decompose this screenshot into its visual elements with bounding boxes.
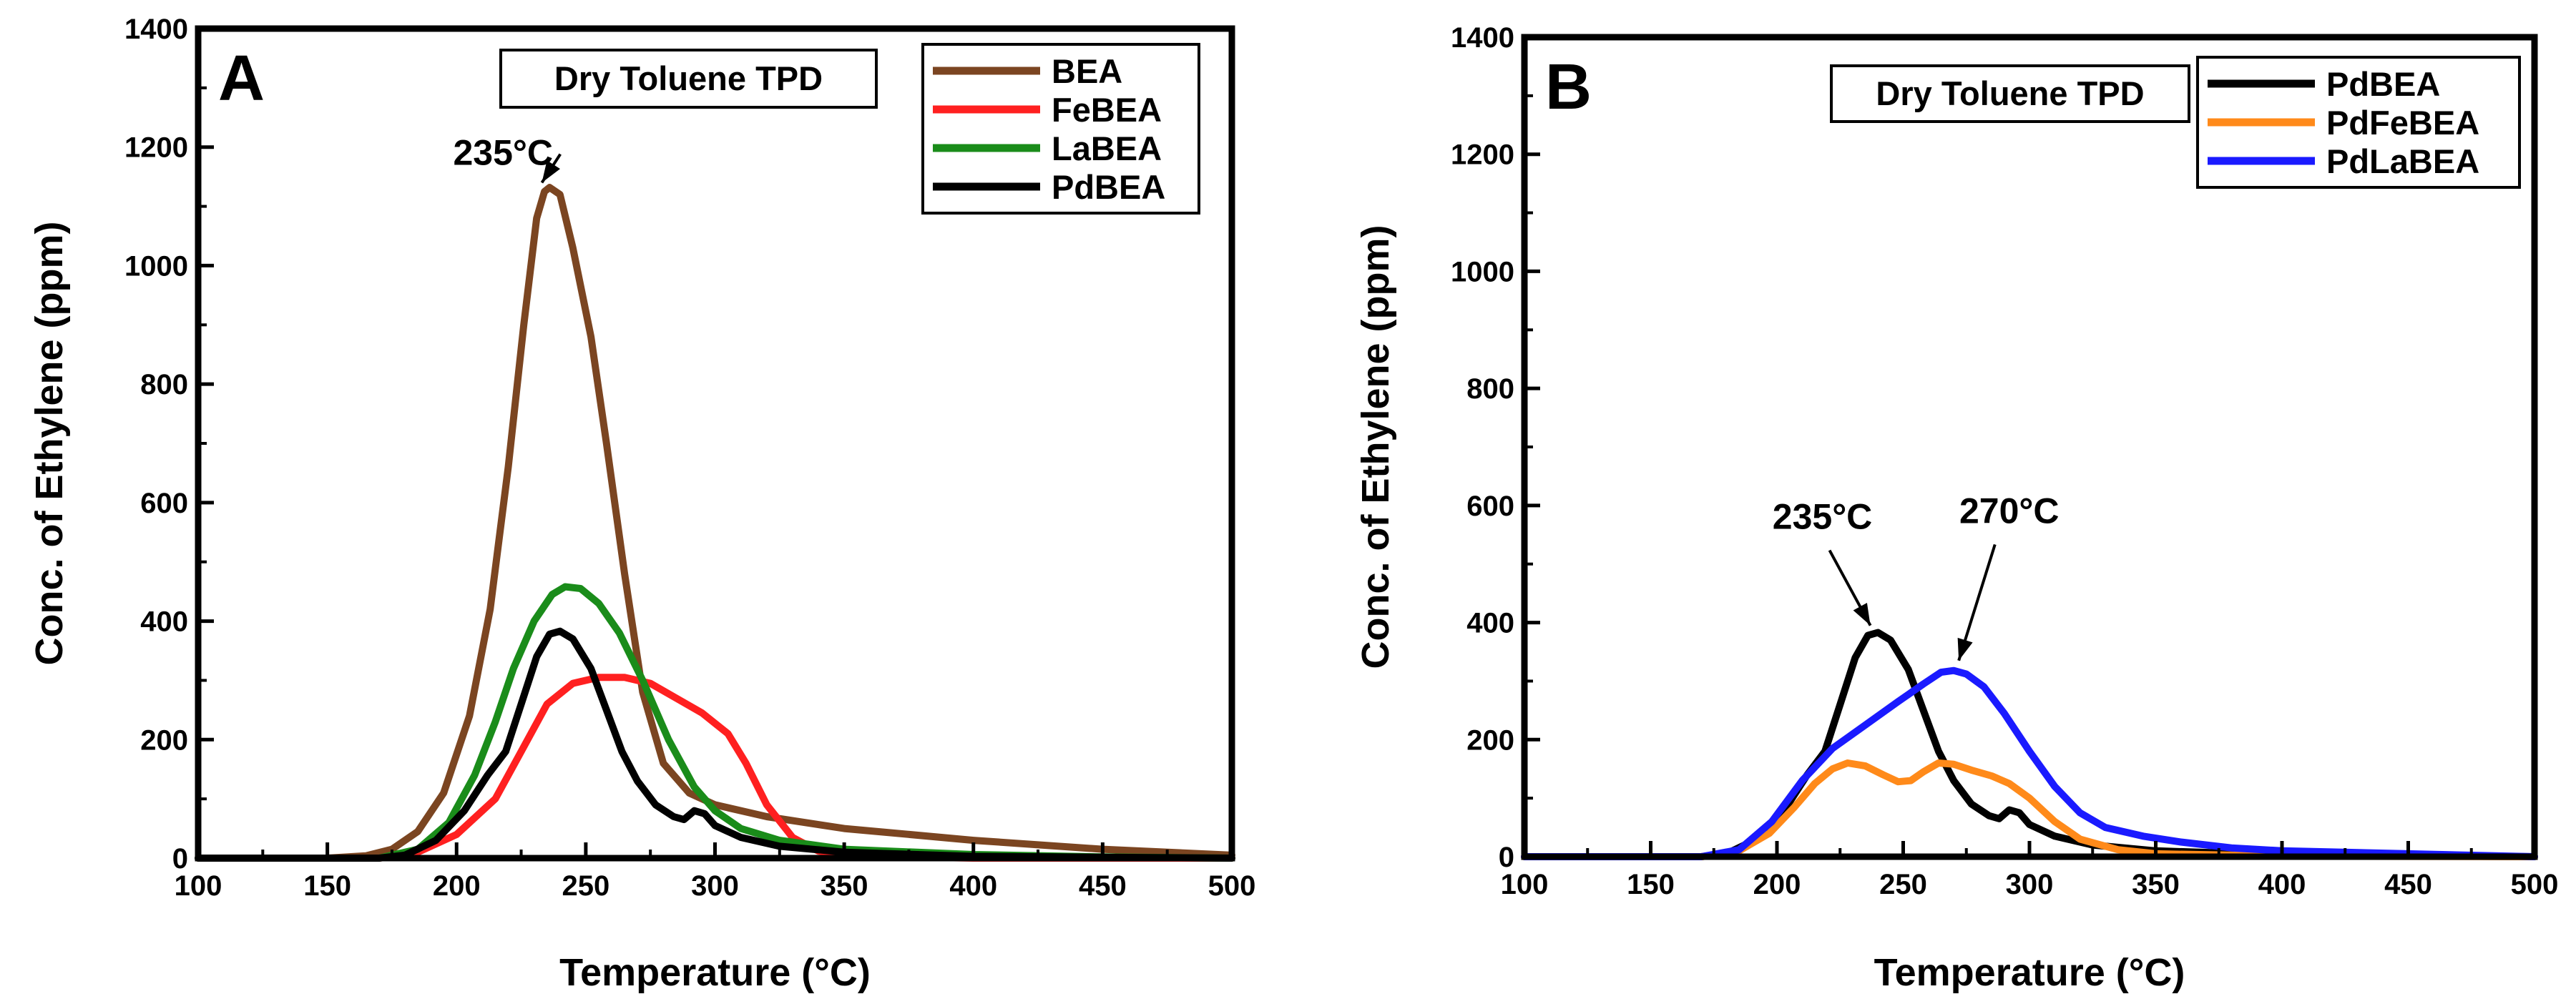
panel-a-y-tick-label: 400 (140, 606, 188, 638)
panel-a-x-tick-label: 100 (175, 870, 222, 902)
panel-a-series-labea (195, 583, 1235, 862)
panel-a-y-axis-label: Conc. of Ethylene (ppm) (28, 222, 71, 666)
panel-b-y-tick-label: 600 (1466, 491, 1514, 522)
panel-b-title: Dry Toluene TPD (1876, 74, 2144, 112)
panel-a-series-febea (195, 674, 1235, 862)
panel-a-y-tick-label: 1400 (124, 14, 188, 45)
panel-b-x-tick-label: 350 (2132, 869, 2180, 900)
panel-b-title-box: Dry Toluene TPD (1830, 64, 2190, 123)
panel-a-x-tick-label: 200 (433, 870, 481, 902)
panel-a-y-tick-label: 600 (140, 488, 188, 519)
panel-a-y-tick-label: 1200 (124, 132, 188, 164)
panel-a-x-tick-label: 150 (303, 870, 351, 902)
panel-a-y-tick-label: 800 (140, 369, 188, 400)
panel-a-x-tick-label: 250 (562, 870, 610, 902)
panel-b-y-tick-label: 400 (1466, 608, 1514, 639)
panel-b-annotation-label: 270°C (1959, 491, 2060, 531)
panel-b-y-tick-label: 1400 (1451, 22, 1514, 54)
panel-b-plot-frame (1521, 34, 2538, 860)
panel-b-letter: B (1545, 51, 1592, 123)
panel-b-x-tick-label: 300 (2006, 869, 2054, 900)
panel-b-series-pdfebea (1521, 759, 2538, 860)
panel-b-annotation-arrowhead (1957, 637, 1973, 661)
panel-b-legend-label-pdbea: PdBEA (2326, 65, 2440, 103)
panel-b-y-tick-label: 1000 (1451, 256, 1514, 287)
panel-a-plot-frame (195, 25, 1235, 862)
panel-a-y-tick-label: 1000 (124, 250, 188, 282)
panel-b-x-axis-label: Temperature (°C) (1874, 951, 2185, 994)
panel-a-legend-label-febea: FeBEA (1052, 91, 1162, 129)
panel-b-series-pdlabea (1521, 666, 2538, 860)
panel-a-x-tick-label: 500 (1208, 870, 1256, 902)
panel-b-y-tick-label: 1200 (1451, 139, 1514, 171)
panel-a-annotations: 235°C (454, 133, 562, 184)
panel-a-annotation-arrowhead (542, 160, 561, 183)
panel-b-x-tick-label: 400 (2258, 869, 2306, 900)
panel-a: 100 150 200 250 300 350 400 450 500 0 200 400 600 800… (28, 14, 1255, 994)
panel-b-y-tick-label: 0 (1499, 842, 1514, 873)
panel-b-y-axis-label: Conc. of Ethylene (ppm) (1354, 225, 1397, 669)
panel-b-x-tick-label: 450 (2384, 869, 2432, 900)
panel-b: 100 150 200 250 300 350 400 450 500 0 200 400 600 800… (1354, 22, 2558, 994)
panel-b-x-tick-label: 500 (2511, 869, 2559, 900)
panel-b-x-tick-label: 250 (1879, 869, 1927, 900)
panel-a-x-tick-label: 400 (949, 870, 997, 902)
panel-a-title: Dry Toluene TPD (554, 59, 823, 97)
panel-a-x-tick-label: 300 (691, 870, 739, 902)
panel-b-x-tick-label: 100 (1501, 869, 1549, 900)
panel-b-x-tick-label: 150 (1627, 869, 1675, 900)
panel-a-legend-label-labea: LaBEA (1052, 129, 1162, 167)
panel-a-x-axis-label: Temperature (°C) (559, 951, 871, 994)
panel-b-x-tick-label: 200 (1753, 869, 1801, 900)
panel-b-annotation-label: 235°C (1773, 497, 1873, 537)
panel-b-legend-label-pdfebea: PdFeBEA (2326, 104, 2479, 142)
panel-a-legend-label-bea: BEA (1052, 52, 1122, 90)
panel-b-y-tick-label: 800 (1466, 373, 1514, 405)
panel-a-series-pdbea (195, 627, 1235, 862)
panel-a-annotation-label: 235°C (454, 133, 554, 173)
panel-a-ticks: 100 150 200 250 300 350 400 450 500 0 200 400 600 800… (124, 14, 1255, 902)
panel-b-series-pdbea (1521, 629, 2538, 860)
panel-a-letter: A (218, 43, 265, 114)
panel-a-title-box: Dry Toluene TPD (499, 49, 878, 109)
panel-a-y-tick-label: 200 (140, 724, 188, 756)
panel-a-series-bea (195, 184, 1235, 862)
panel-a-legend-label-pdbea: PdBEA (1052, 168, 1165, 206)
panel-b-y-tick-label: 200 (1466, 724, 1514, 756)
panel-a-y-tick-label: 0 (172, 843, 188, 875)
panel-a-x-tick-label: 450 (1079, 870, 1127, 902)
panel-b-legend-label-pdlabea: PdLaBEA (2326, 142, 2479, 180)
panel-b-annotations: 235°C 270°C (1773, 491, 2060, 661)
panel-b-annotation-arrowhead (1853, 603, 1871, 626)
panel-a-x-tick-label: 350 (821, 870, 868, 902)
